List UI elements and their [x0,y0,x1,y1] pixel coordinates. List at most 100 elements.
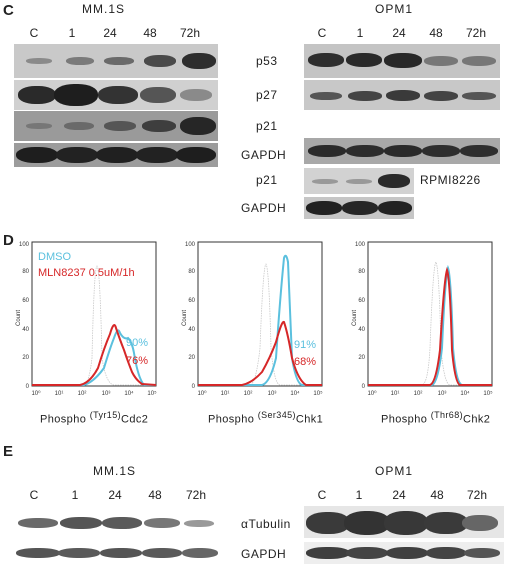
caption-chk2: Phospho (Thr68)Chk2 [381,410,491,426]
blot-p53-opm1 [304,44,500,78]
y-tick: 0 [362,384,366,390]
plot-frame [367,241,493,387]
y-axis-label: Count [352,310,358,326]
mln-curve [198,320,322,386]
legend-dmso: DMSO [38,251,71,263]
y-tick: 20 [188,355,195,361]
pct-mln: 76% [126,355,148,367]
protein-label-gapdh: GAPDH [241,148,287,162]
lane-label: 1 [71,488,79,502]
x-tick: 10³ [268,391,277,397]
lane-label: 72h [179,26,201,40]
x-tick: 10¹ [221,391,230,397]
histogram-cdc2: 0 20 40 60 80 100 Count 10⁰ 10¹ 10² 10³ … [16,241,157,397]
lane-label: 72h [466,488,488,502]
x-tick: 10⁵ [147,390,157,397]
mln-curve [32,324,157,386]
panel-e-letter: E [3,443,14,460]
cell-line-label: RPMI8226 [420,173,481,187]
y-ticks: 0 20 40 60 80 100 [355,242,366,390]
blot-p27-opm1 [304,80,500,110]
x-tick: 10⁴ [290,390,300,397]
histogram-chk1: 0 20 40 60 80 100 Count 10⁰ 10¹ 10² 10³ … [182,241,323,397]
y-tick: 80 [188,269,195,275]
y-tick: 80 [22,269,29,275]
panel-d-letter: D [3,232,14,249]
x-tick: 10⁰ [367,390,377,397]
y-tick: 0 [192,384,196,390]
x-tick: 10⁵ [483,390,493,397]
panel-e-right-title: OPM1 [375,464,414,478]
lane-label: C [317,488,327,502]
pct-mln: 68% [294,356,316,368]
protein-label-p21: p21 [256,173,278,187]
y-tick: 60 [188,298,195,304]
lane-label: 1 [356,26,364,40]
legend-mln8237: MLN8237 0.5uM/1h [38,267,135,279]
protein-label-p21: p21 [256,119,278,133]
panel-c-left-title: MM.1S [82,2,126,16]
panel-e-left-title: MM.1S [93,464,137,478]
x-tick: 10⁰ [197,390,207,397]
lane-label: 72h [185,488,207,502]
caption-chk1: Phospho (Ser345)Chk1 [208,410,324,426]
lane-label: C [29,26,39,40]
x-tick: 10⁴ [124,390,134,397]
lane-label: 1 [355,488,363,502]
blot-tubulin-opm1 [304,506,504,538]
x-tick: 10² [78,391,87,397]
y-axis-label: Count [182,310,188,326]
x-tick: 10² [244,391,253,397]
x-ticks: 10⁰ 10¹ 10² 10³ 10⁴ 10⁵ [197,390,323,397]
lane-label: 48 [148,488,162,502]
blot-gapdh-opm1 [304,138,500,164]
blot-gapdh-opm1-e [304,542,504,564]
panel-c-right-title: OPM1 [375,2,414,16]
y-ticks: 0 20 40 60 80 100 [185,242,196,390]
protein-label-p27: p27 [256,88,278,102]
lane-label: 48 [143,26,157,40]
y-tick: 40 [188,327,195,333]
dmso-curve [32,329,156,386]
x-tick: 10⁵ [313,390,323,397]
y-tick: 0 [26,384,30,390]
protein-label-p53: p53 [256,54,278,68]
y-tick: 60 [22,298,29,304]
blot-p21-rpmi8226 [304,168,414,194]
panel-c-letter: C [3,2,14,19]
caption-cdc2: Phospho (Tyr15)Cdc2 [40,410,149,426]
lane-label: 1 [68,26,76,40]
y-tick: 40 [358,327,365,333]
histogram-chk2: 0 20 40 60 80 100 Count 10⁰ 10¹ 10² 10³ … [352,241,493,397]
blot-p27-mm1s [14,80,218,110]
x-ticks: 10⁰ 10¹ 10² 10³ 10⁴ 10⁵ [367,390,493,397]
y-tick: 100 [355,242,366,248]
blot-tubulin-mm1s [14,510,220,536]
lane-label: 24 [392,488,406,502]
lane-label: 72h [465,26,487,40]
dmso-curve [368,264,492,386]
blot-gapdh-mm1s-e [14,543,220,563]
y-tick: 20 [358,355,365,361]
lane-label: 24 [392,26,406,40]
lane-label: 48 [430,488,444,502]
x-tick: 10³ [438,391,447,397]
y-axis-label: Count [16,310,22,326]
y-tick: 60 [358,298,365,304]
lane-label: C [317,26,327,40]
protein-label-gapdh: GAPDH [241,547,287,561]
protein-label-atubulin: αTubulin [241,517,291,531]
lane-label: C [29,488,39,502]
x-tick: 10⁰ [31,390,41,397]
lane-label: 48 [429,26,443,40]
lane-label: 24 [108,488,122,502]
isotype-curve [32,265,156,386]
blot-p53-mm1s [14,44,218,78]
y-ticks: 0 20 40 60 80 100 [19,242,30,390]
y-tick: 20 [22,355,29,361]
mln-curve [368,266,492,386]
x-ticks: 10⁰ 10¹ 10² 10³ 10⁴ 10⁵ [31,390,157,397]
pct-dmso: 90% [126,337,148,349]
y-tick: 40 [22,327,29,333]
